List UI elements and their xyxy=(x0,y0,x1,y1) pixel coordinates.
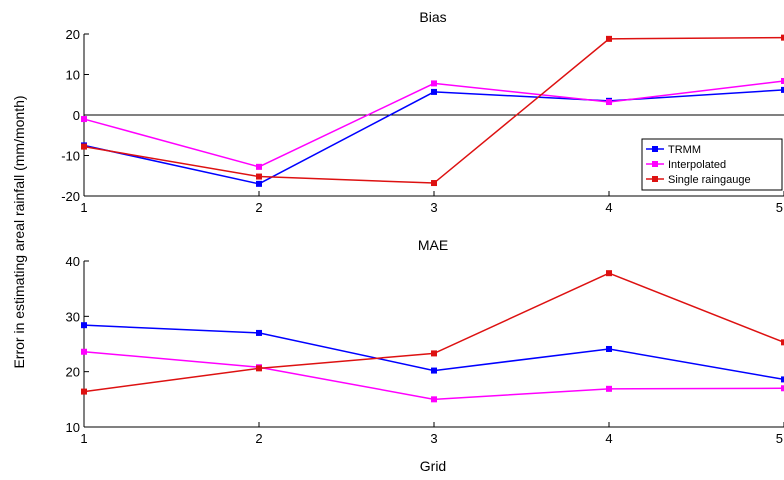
bias-series-trmm-point xyxy=(256,180,262,187)
mae-series-trmm-point xyxy=(256,329,262,336)
bias-series-single-raingauge-point xyxy=(606,35,612,42)
mae-title: MAE xyxy=(418,237,448,253)
bias-x-tick-label: 1 xyxy=(80,200,87,215)
mae-series-interpolated-point xyxy=(781,385,784,392)
bias-series-single-raingauge-point xyxy=(81,143,87,150)
mae-x-tick-label: 4 xyxy=(605,431,612,446)
bias-title: Bias xyxy=(419,9,446,25)
bias-series-interpolated-point xyxy=(81,116,87,123)
bias-series-interpolated-point xyxy=(256,163,262,170)
bias-series-interpolated-point xyxy=(431,80,437,87)
mae-series-single-raingauge-point xyxy=(256,365,262,372)
y-axis-label: Error in estimating areal rainfall (mm/m… xyxy=(11,95,27,368)
mae-x-tick-label: 5 xyxy=(776,431,783,446)
legend-swatch-marker xyxy=(652,176,658,182)
mae-series-trmm-point xyxy=(781,376,784,383)
bias-y-tick-label: -20 xyxy=(61,189,80,204)
bias-series-interpolated-point xyxy=(781,77,784,84)
bias-panel: Bias -20 -10 0 10 20 1 2 3 4 5 TRMM Interpolated Sing… xyxy=(61,9,784,215)
bias-series-single-raingauge-point xyxy=(781,34,784,41)
bias-x-tick-label: 2 xyxy=(255,200,262,215)
mae-series-interpolated-point xyxy=(606,385,612,392)
mae-y-tick-label: 40 xyxy=(66,254,80,269)
mae-series-single-raingauge-point xyxy=(781,339,784,346)
bias-x-tick-label: 4 xyxy=(605,200,612,215)
legend-swatch-marker xyxy=(652,146,658,152)
bias-y-tick-label: 0 xyxy=(73,108,80,123)
legend-label: Single raingauge xyxy=(668,174,751,186)
bias-x-tick-label: 5 xyxy=(776,200,783,215)
mae-x-tick-label: 1 xyxy=(80,431,87,446)
mae-x-tick-label: 2 xyxy=(255,431,262,446)
mae-series-single-raingauge-point xyxy=(606,270,612,277)
mae-series-interpolated-point xyxy=(431,396,437,403)
mae-panel: MAE 10 20 30 40 1 2 3 4 5 xyxy=(66,237,784,446)
legend-item-trmm: TRMM xyxy=(646,144,701,156)
legend-label: TRMM xyxy=(668,144,701,156)
bias-y-tick-label: 10 xyxy=(66,68,80,83)
x-axis-label: Grid xyxy=(420,458,446,474)
bias-series-trmm-point xyxy=(431,88,437,95)
bias-y-tick-label: 20 xyxy=(66,27,80,42)
mae-y-tick-label: 20 xyxy=(66,365,80,380)
mae-series-single-raingauge-point xyxy=(431,350,437,357)
legend-swatch-marker xyxy=(652,161,658,167)
mae-x-tick-label: 3 xyxy=(430,431,437,446)
legend: TRMM Interpolated Single raingauge xyxy=(641,138,783,191)
bias-y-tick-label: -10 xyxy=(61,149,80,164)
mae-series-interpolated-line xyxy=(83,350,784,401)
legend-item-interpolated: Interpolated xyxy=(646,159,726,171)
legend-box xyxy=(641,138,783,191)
mae-series-trmm-point xyxy=(431,367,437,374)
legend-label: Interpolated xyxy=(668,159,726,171)
mae-y-tick-label: 30 xyxy=(66,309,80,324)
bias-x-tick-label: 3 xyxy=(430,200,437,215)
mae-series-trmm-point xyxy=(606,345,612,352)
mae-y-tick-label: 10 xyxy=(66,420,80,435)
legend-item-single-raingauge: Single raingauge xyxy=(646,174,751,186)
bias-series-interpolated-point xyxy=(606,99,612,106)
mae-series-single-raingauge-line xyxy=(83,272,784,393)
bias-series-single-raingauge-point xyxy=(431,180,437,187)
bias-series-trmm-point xyxy=(781,86,784,93)
mae-series-interpolated-point xyxy=(81,348,87,355)
mae-series-single-raingauge-point xyxy=(81,388,87,395)
bias-series-single-raingauge-point xyxy=(256,173,262,180)
mae-series-trmm-point xyxy=(81,322,87,329)
